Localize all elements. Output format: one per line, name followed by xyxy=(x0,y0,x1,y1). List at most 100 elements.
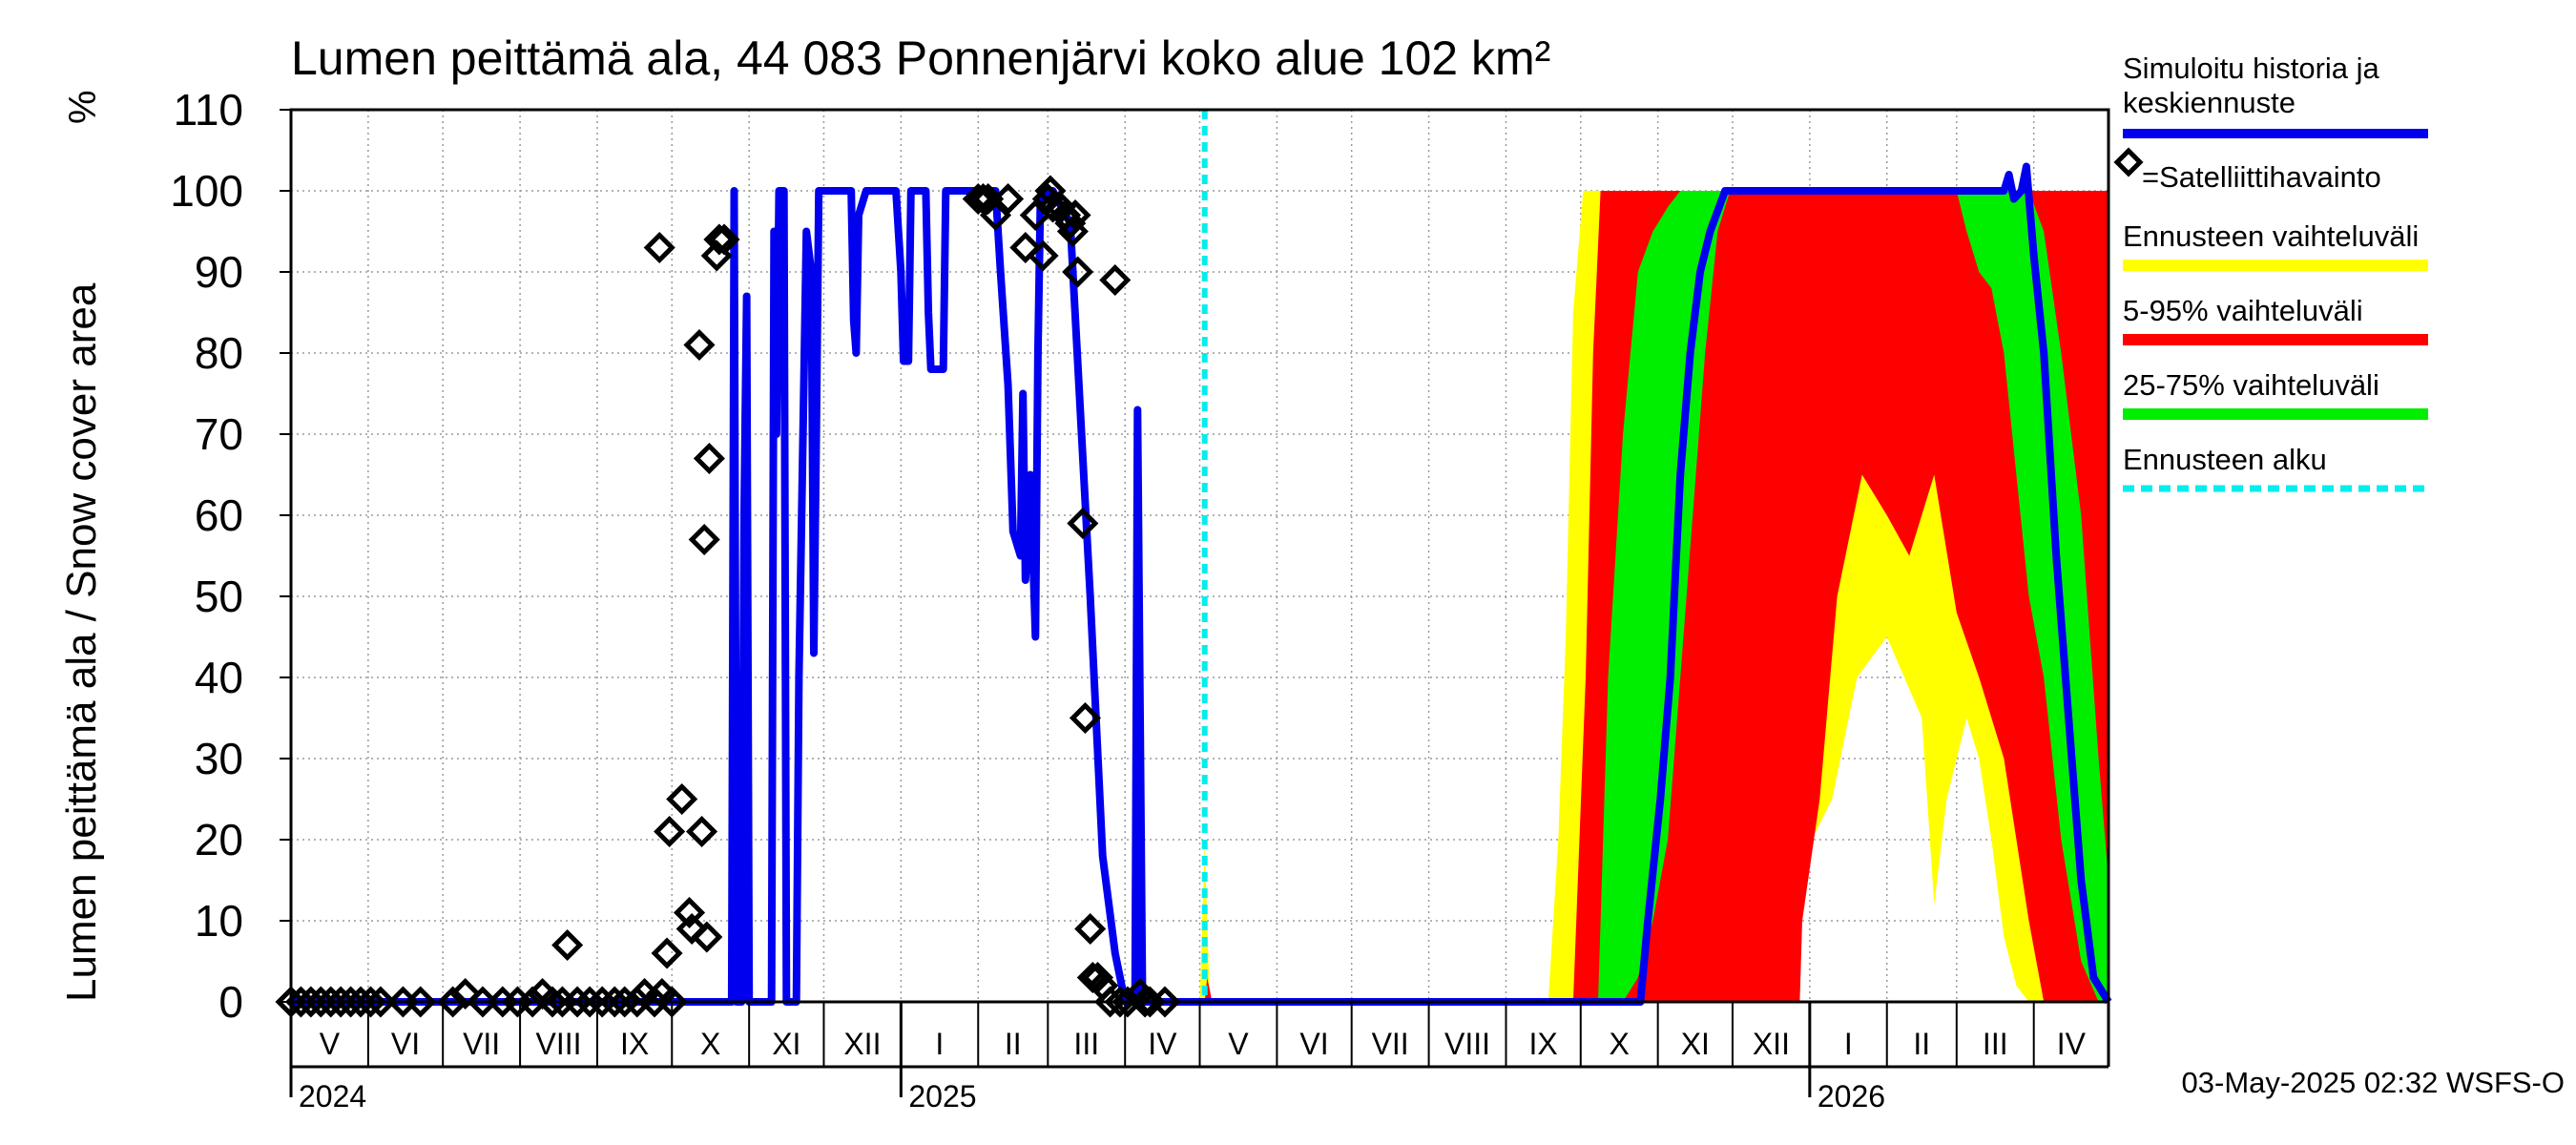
observation-marker xyxy=(1069,701,1101,735)
y-tick-label: 10 xyxy=(195,896,243,946)
observation-marker xyxy=(1129,986,1161,1018)
y-tick-label: 80 xyxy=(195,328,243,378)
observation-marker xyxy=(304,986,337,1018)
y-tick-label: 110 xyxy=(174,85,243,135)
month-label: V xyxy=(1228,1027,1249,1061)
observation-marker xyxy=(673,896,706,929)
observation-marker xyxy=(344,986,377,1018)
observation-marker xyxy=(966,182,1000,216)
chart-title: Lumen peittämä ala, 44 083 Ponnenjärvi k… xyxy=(291,31,1550,85)
y-axis-unit: % xyxy=(62,90,104,124)
month-label: VI xyxy=(391,1027,420,1061)
observation-marker xyxy=(364,986,397,1018)
observation-marker xyxy=(516,986,549,1018)
observation-marker xyxy=(1149,986,1181,1018)
legend-label: 5-95% vaihteluväli xyxy=(2123,294,2363,327)
observation-marker xyxy=(586,986,618,1018)
observation-marker xyxy=(643,231,675,264)
observation-marker xyxy=(324,986,357,1018)
observation-marker xyxy=(467,986,499,1018)
observation-marker xyxy=(335,986,367,1018)
y-tick-label: 90 xyxy=(195,247,243,297)
month-label: X xyxy=(700,1027,720,1061)
observation-marker xyxy=(315,986,347,1018)
month-label: VII xyxy=(463,1027,500,1061)
month-label: IV xyxy=(1148,1027,1177,1061)
y-tick-label: 100 xyxy=(170,166,243,216)
observation-marker xyxy=(437,986,469,1018)
legend-label: Ennusteen alku xyxy=(2123,443,2327,476)
month-label: III xyxy=(1073,1027,1099,1061)
observation-marker xyxy=(1036,191,1070,223)
legend-label-simulated-cont: keskiennuste xyxy=(2123,86,2296,119)
y-tick-label: 30 xyxy=(195,734,243,783)
observation-marker xyxy=(1054,207,1087,239)
observation-marker xyxy=(551,928,584,962)
observation-marker xyxy=(693,442,725,475)
month-label: IX xyxy=(1529,1027,1558,1061)
month-label: XI xyxy=(1681,1027,1710,1061)
month-label: II xyxy=(1005,1027,1022,1061)
observation-marker xyxy=(449,977,482,1010)
observation-marker xyxy=(1067,507,1099,540)
observation-marker xyxy=(405,986,437,1018)
series-layer xyxy=(291,162,2112,1006)
year-label: 2024 xyxy=(299,1079,366,1114)
month-label: I xyxy=(1844,1027,1853,1061)
observation-marker xyxy=(683,328,716,362)
month-label: VIII xyxy=(1444,1027,1490,1061)
observation-marker xyxy=(1056,215,1089,248)
legend-label-observation: =Satelliittihavainto xyxy=(2142,160,2381,194)
observation-marker xyxy=(1027,239,1059,272)
year-label: 2025 xyxy=(908,1079,976,1114)
observation-marker xyxy=(561,986,593,1018)
y-tick-label: 40 xyxy=(195,653,243,702)
month-label: I xyxy=(935,1027,944,1061)
y-tick-label: 20 xyxy=(195,815,243,864)
observation-marker xyxy=(686,815,718,848)
observation-marker xyxy=(979,198,1012,232)
observation-marker xyxy=(703,223,736,256)
observation-marker xyxy=(962,182,994,216)
y-axis: 0 10 20 30 40 50 60 70 80 90 100 110 xyxy=(170,85,291,1027)
month-label: V xyxy=(320,1027,341,1061)
legend-swatch-observation xyxy=(2113,147,2144,177)
observation-marker xyxy=(598,986,631,1018)
legend-label-simulated: Simuloitu historia ja xyxy=(2123,52,2380,85)
observation-marker xyxy=(688,523,720,556)
x-axis: V VI VII VIII IX X XI XII I II III IV V VI VII VIII IX X X… xyxy=(289,1002,2109,1114)
month-label: XII xyxy=(843,1027,881,1061)
observation-marker xyxy=(1059,198,1091,232)
observation-marker xyxy=(708,223,740,256)
observation-marker xyxy=(354,986,387,1018)
legend-label: Ennusteen vaihteluväli xyxy=(2123,219,2419,253)
observation-marker xyxy=(295,986,327,1018)
y-tick-label: 0 xyxy=(218,977,243,1027)
observation-marker xyxy=(573,986,606,1018)
observation-marker xyxy=(536,986,569,1018)
series-line-simulated xyxy=(291,162,2112,1006)
y-tick-label: 70 xyxy=(195,409,243,459)
month-label: II xyxy=(1913,1027,1930,1061)
y-tick-label: 50 xyxy=(195,572,243,621)
month-label: IX xyxy=(620,1027,649,1061)
observation-marker xyxy=(992,182,1025,216)
observation-marker xyxy=(675,912,708,946)
observation-marker xyxy=(1062,256,1094,288)
month-label: VII xyxy=(1372,1027,1409,1061)
legend-label: 25-75% vaihteluväli xyxy=(2123,368,2379,402)
observation-marker xyxy=(666,782,698,816)
month-label: X xyxy=(1610,1027,1630,1061)
observation-marker xyxy=(691,921,723,953)
month-label: III xyxy=(1983,1027,2008,1061)
satellite-observations xyxy=(275,175,1181,1018)
y-axis-label: Lumen peittämä ala / Snow cover area xyxy=(58,282,105,1002)
y-tick-label: 60 xyxy=(195,490,243,540)
observation-marker xyxy=(1074,912,1107,946)
footer-timestamp: 03-May-2025 02:32 WSFS-O xyxy=(2182,1066,2565,1099)
observation-marker xyxy=(654,815,686,848)
observation-marker xyxy=(1009,231,1042,264)
observation-marker xyxy=(1099,263,1132,297)
